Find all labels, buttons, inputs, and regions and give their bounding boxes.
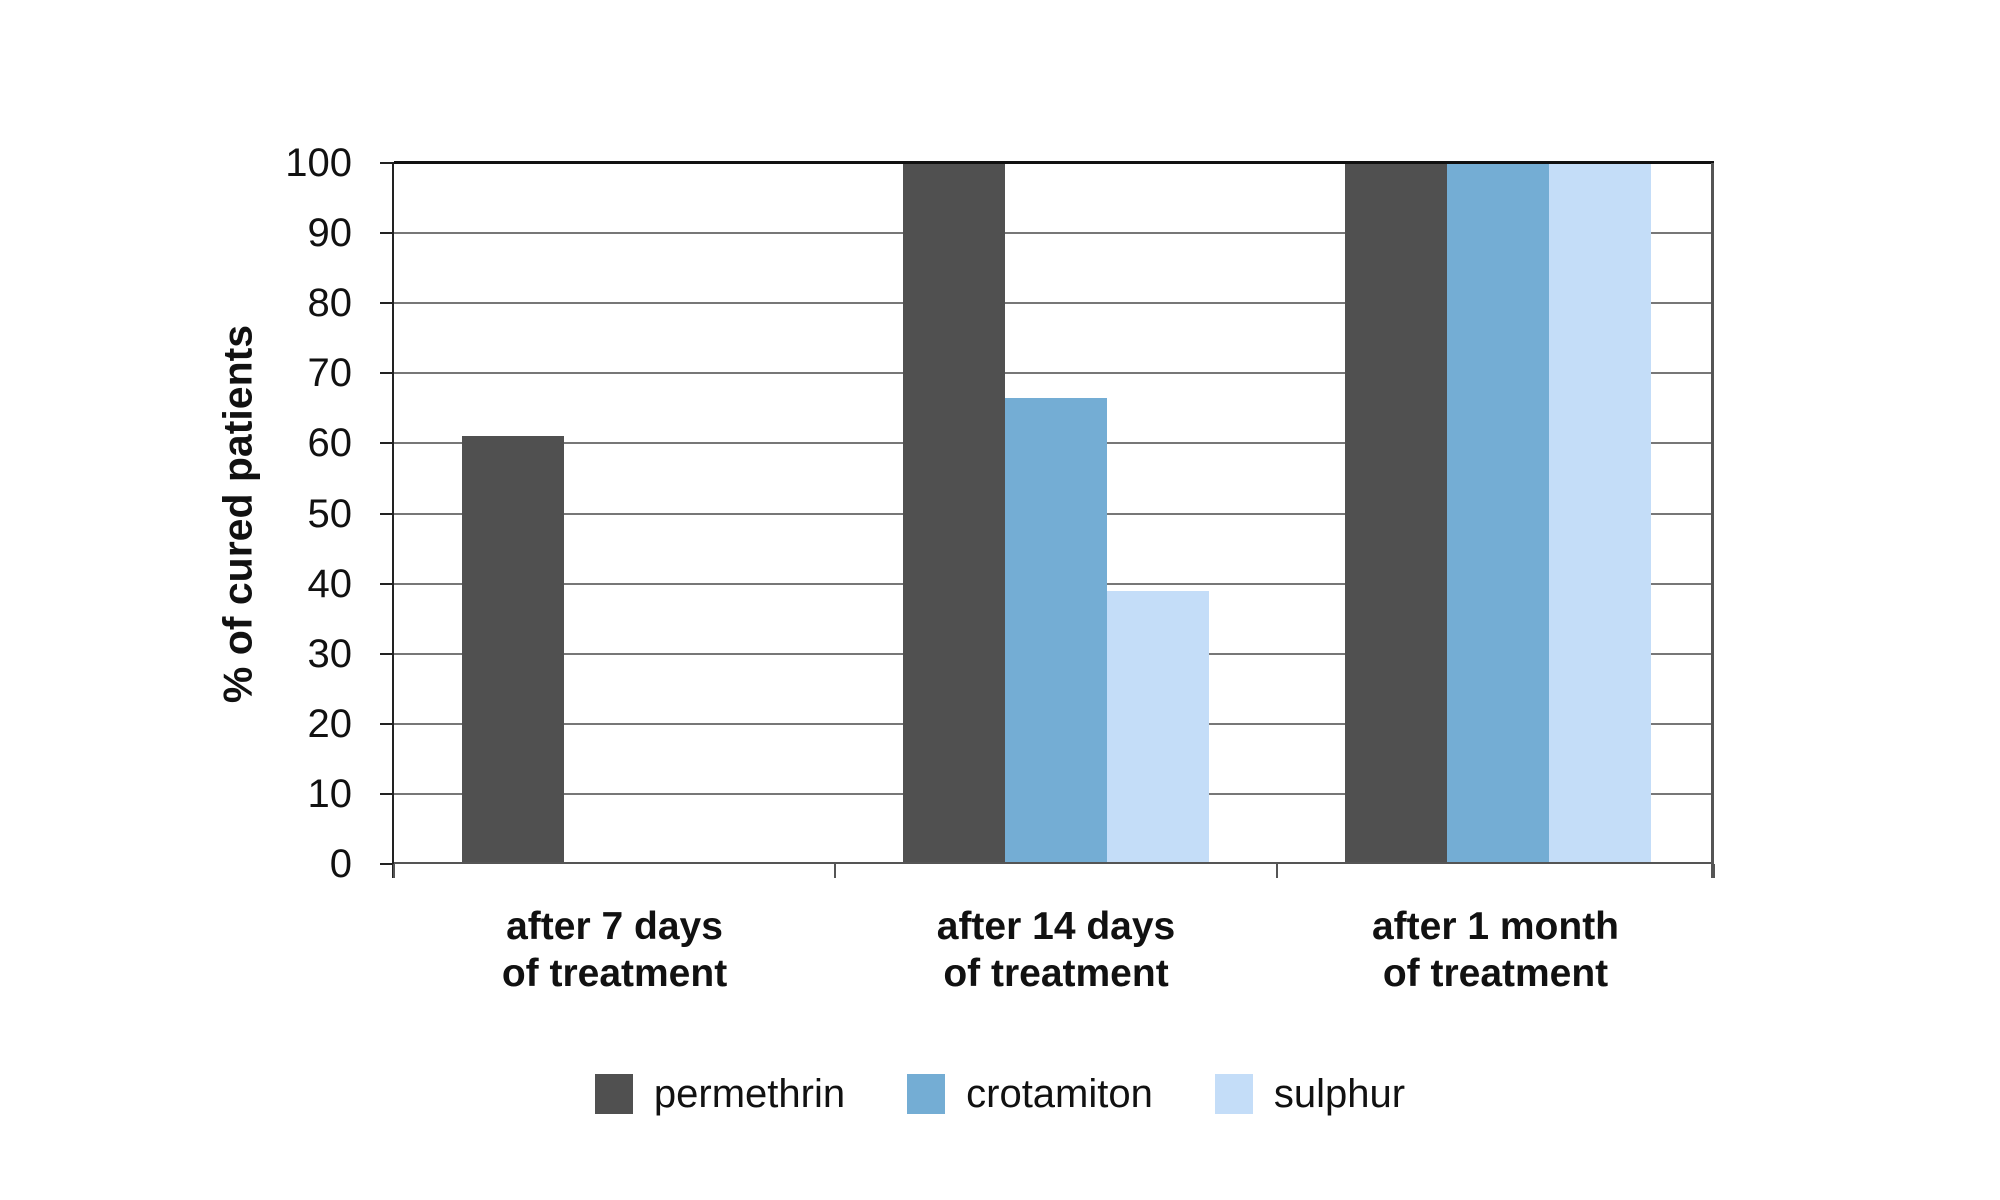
- category-label-2: after 14 days of treatment: [936, 905, 1176, 995]
- plot-area: [394, 163, 1714, 864]
- category-label-3: after 1 month of treatment: [1371, 905, 1620, 995]
- y-tick-label-50: 50: [307, 491, 353, 536]
- y-tick-40: [380, 582, 394, 585]
- y-tick-label-20: 20: [307, 701, 353, 746]
- y-tick-60: [380, 442, 394, 445]
- x-tick-3: [1713, 864, 1715, 878]
- y-tick-label-70: 70: [307, 351, 353, 396]
- legend-label-crotamiton: crotamiton: [966, 1072, 1153, 1116]
- y-tick-90: [380, 232, 394, 235]
- bar-permethrin-group2: [903, 163, 1005, 864]
- y-tick-label-40: 40: [307, 561, 353, 606]
- y-tick-70: [380, 372, 394, 375]
- x-axis-line: [394, 862, 1714, 864]
- y-tick-0: [380, 863, 394, 865]
- gridline-90: [394, 232, 1714, 235]
- legend-swatch-permethrin: [594, 1074, 633, 1114]
- y-tick-10: [380, 792, 394, 795]
- x-tick-1: [834, 864, 836, 878]
- legend-swatch-sulphur: [1214, 1074, 1253, 1114]
- bar-crotamiton-group3: [1447, 163, 1549, 864]
- legend-item-crotamiton: crotamiton: [907, 1072, 1153, 1116]
- y-tick-label-30: 30: [307, 631, 353, 676]
- plot-right-border: [1711, 163, 1714, 878]
- bar-sulphur-group3: [1549, 163, 1651, 864]
- y-tick-label-90: 90: [307, 211, 353, 256]
- legend-label-sulphur: sulphur: [1273, 1072, 1406, 1116]
- plot-top-border: [394, 161, 1714, 164]
- y-tick-50: [380, 512, 394, 515]
- category-label-1: after 7 days of treatment: [501, 905, 728, 995]
- y-tick-80: [380, 302, 394, 305]
- legend-swatch-crotamiton: [907, 1074, 946, 1114]
- y-tick-label-60: 60: [307, 421, 353, 466]
- legend-label-permethrin: permethrin: [653, 1072, 846, 1116]
- y-tick-20: [380, 722, 394, 725]
- y-tick-30: [380, 652, 394, 655]
- bar-sulphur-group2: [1107, 590, 1209, 864]
- y-tick-label-10: 10: [307, 771, 353, 816]
- gridline-70: [394, 372, 1714, 375]
- legend-item-permethrin: permethrin: [594, 1072, 846, 1116]
- legend: permethrin crotamiton sulphur: [0, 1072, 2000, 1116]
- bar-permethrin-group1: [462, 436, 564, 864]
- y-tick-label-100: 100: [285, 141, 352, 185]
- x-tick-0: [393, 864, 395, 878]
- y-tick-100: [380, 162, 394, 164]
- y-tick-label-0: 0: [329, 842, 352, 886]
- y-tick-label-80: 80: [307, 281, 353, 326]
- y-axis-line: [392, 163, 394, 878]
- legend-item-sulphur: sulphur: [1214, 1072, 1406, 1116]
- gridline-80: [394, 302, 1714, 305]
- bar-crotamiton-group2: [1005, 397, 1107, 864]
- bar-permethrin-group3: [1345, 163, 1447, 864]
- x-tick-2: [1276, 864, 1278, 878]
